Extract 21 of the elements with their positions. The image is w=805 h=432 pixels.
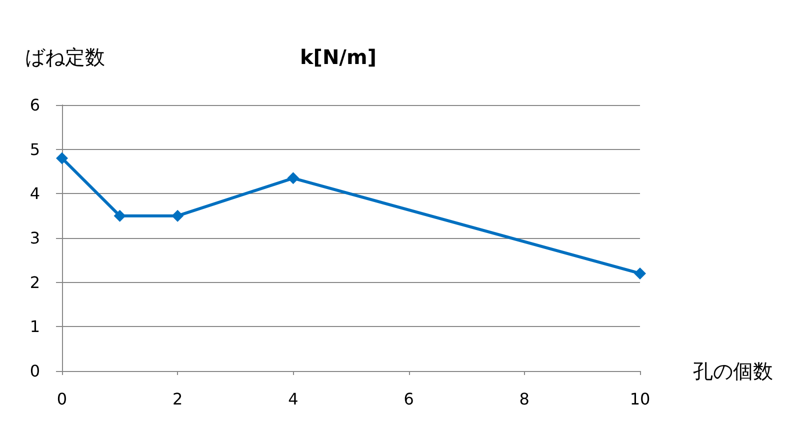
chart-title: k[N/m]	[300, 45, 376, 69]
x-tick-label: 2	[172, 390, 183, 408]
y-tick-label: 5	[30, 140, 40, 159]
point	[172, 210, 184, 222]
point	[56, 152, 68, 164]
x-tick-label: 6	[404, 390, 414, 408]
point	[287, 172, 300, 184]
y-tick-label: 6	[30, 96, 40, 114]
y-tick-label: 3	[30, 228, 40, 248]
y-tick-label: 1	[30, 317, 40, 336]
x-tick-label: 10	[630, 390, 650, 408]
y-tick-label: 0	[30, 362, 40, 380]
y-axis-title: ばね定数	[25, 45, 105, 69]
point	[634, 267, 646, 280]
y-tick-label: 4	[30, 184, 40, 204]
point	[114, 210, 126, 222]
x-axis-title: 孔の個数	[693, 359, 773, 383]
y-tick-label: 2	[30, 272, 40, 292]
x-tick-label: 4	[288, 390, 298, 408]
x-tick-label: 8	[519, 390, 530, 408]
x-tick-label: 0	[56, 390, 68, 408]
